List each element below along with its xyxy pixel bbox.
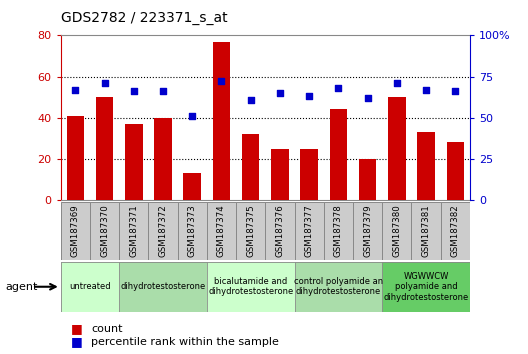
Bar [295, 202, 324, 260]
Text: WGWWCW
polyamide and
dihydrotestosterone: WGWWCW polyamide and dihydrotestosterone [383, 272, 469, 302]
Point [217, 79, 225, 84]
Text: percentile rank within the sample: percentile rank within the sample [91, 337, 279, 347]
Bar [271, 149, 289, 200]
Bar [359, 159, 376, 200]
Point [363, 95, 372, 101]
Text: GSM187382: GSM187382 [451, 205, 460, 257]
Point [129, 88, 138, 94]
Point [188, 113, 196, 119]
Bar [148, 202, 177, 260]
Text: count: count [91, 324, 123, 333]
Bar [265, 202, 295, 260]
Bar [382, 202, 411, 260]
Point [276, 90, 284, 96]
Point [334, 85, 343, 91]
Bar [61, 262, 119, 312]
Bar [324, 202, 353, 260]
Point [159, 88, 167, 94]
Text: ■: ■ [71, 335, 83, 348]
Point [393, 80, 401, 86]
Bar [207, 262, 295, 312]
Point [305, 93, 314, 99]
Text: control polyamide an
dihydrotestosterone: control polyamide an dihydrotestosterone [294, 277, 383, 296]
Point [422, 87, 430, 92]
Point [247, 97, 255, 102]
Text: GSM187377: GSM187377 [305, 205, 314, 257]
Bar [353, 202, 382, 260]
Bar [295, 262, 382, 312]
Bar [242, 134, 259, 200]
Text: GSM187381: GSM187381 [421, 205, 430, 257]
Text: GDS2782 / 223371_s_at: GDS2782 / 223371_s_at [61, 11, 228, 25]
Bar [125, 124, 143, 200]
Bar [417, 132, 435, 200]
Bar [67, 116, 84, 200]
Bar [184, 173, 201, 200]
Text: dihydrotestosterone: dihydrotestosterone [120, 282, 205, 291]
Text: GSM187370: GSM187370 [100, 205, 109, 257]
Text: GSM187378: GSM187378 [334, 205, 343, 257]
Text: GSM187376: GSM187376 [276, 205, 285, 257]
Bar [441, 202, 470, 260]
Bar [382, 262, 470, 312]
Bar [154, 118, 172, 200]
Bar [177, 202, 207, 260]
Bar [236, 202, 266, 260]
Bar [96, 97, 114, 200]
Point [100, 80, 109, 86]
Text: GSM187374: GSM187374 [217, 205, 226, 257]
Point [71, 87, 80, 92]
Bar [119, 202, 148, 260]
Text: untreated: untreated [69, 282, 111, 291]
Text: bicalutamide and
dihydrotestosterone: bicalutamide and dihydrotestosterone [208, 277, 294, 296]
Text: GSM187380: GSM187380 [392, 205, 401, 257]
Bar [411, 202, 441, 260]
Text: GSM187369: GSM187369 [71, 205, 80, 257]
Text: GSM187371: GSM187371 [129, 205, 138, 257]
Bar [213, 41, 230, 200]
Text: agent: agent [5, 282, 37, 292]
Bar [207, 202, 236, 260]
Text: GSM187375: GSM187375 [246, 205, 255, 257]
Bar [329, 109, 347, 200]
Bar [119, 262, 207, 312]
Bar [447, 142, 464, 200]
Text: ■: ■ [71, 322, 83, 335]
Text: GSM187373: GSM187373 [188, 205, 197, 257]
Bar [61, 202, 90, 260]
Point [451, 88, 459, 94]
Bar [90, 202, 119, 260]
Bar [300, 149, 318, 200]
Bar [388, 97, 406, 200]
Text: GSM187379: GSM187379 [363, 205, 372, 257]
Text: GSM187372: GSM187372 [158, 205, 167, 257]
